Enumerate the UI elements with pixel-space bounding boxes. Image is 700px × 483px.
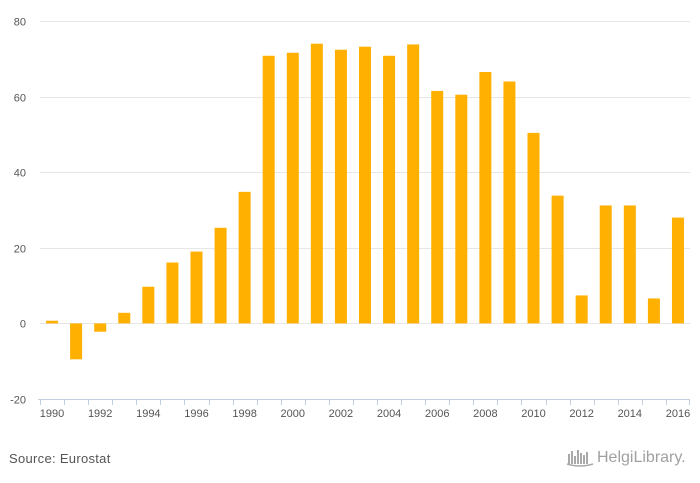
x-axis-ticks: 1990 1992 1994 1996 1998 2000 2002 2004 2006 2008… [40, 399, 690, 420]
x-tick-label: 2006 [425, 408, 449, 420]
x-tick-label: 1992 [88, 408, 112, 420]
y-tick-label: 60 [14, 93, 26, 105]
x-tick-label: 1994 [136, 408, 160, 420]
x-tick-label: 2004 [377, 408, 401, 420]
x-tick-label: 2000 [281, 408, 305, 420]
bar-2001 [310, 43, 323, 324]
y-tick-label: 40 [14, 168, 26, 180]
x-tick-label: 2008 [473, 408, 497, 420]
x-tick-label: 1990 [40, 408, 64, 420]
bar-1997 [214, 227, 227, 324]
bar-1993 [118, 312, 131, 324]
bar-2014 [623, 205, 636, 324]
bar-2003 [359, 46, 371, 324]
source-note: Source: Eurostat [9, 451, 111, 466]
x-tick-label: 2012 [569, 408, 593, 420]
y-tick-label: -20 [10, 395, 26, 407]
bar-1998 [238, 191, 251, 324]
x-tick-label: 2016 [666, 408, 690, 420]
bar-2004 [383, 55, 396, 324]
bar-2011 [551, 195, 564, 324]
bar-1990 [46, 320, 59, 324]
bar-1994 [142, 286, 155, 324]
helgi-library-logo: HelgiLibrary. [566, 448, 686, 468]
bar-2013 [599, 205, 612, 324]
bar-1992 [94, 323, 107, 332]
y-tick-label: 80 [14, 17, 26, 29]
bar-2016 [671, 217, 684, 324]
bar-1995 [166, 262, 179, 324]
x-tick-label: 2010 [521, 408, 545, 420]
bar-2010 [527, 132, 540, 324]
bar-2012 [575, 295, 588, 324]
y-axis-ticks: -20 0 20 40 60 80 [10, 17, 26, 407]
bar-2000 [286, 52, 299, 324]
y-tick-label: 0 [20, 319, 26, 331]
x-tick-label: 2002 [329, 408, 353, 420]
x-tick-label: 1998 [232, 408, 256, 420]
bar-2006 [431, 90, 444, 324]
logo-text: HelgiLibrary. [597, 449, 686, 466]
bar-1991 [70, 323, 83, 360]
bar-2008 [479, 72, 492, 324]
x-tick-label: 1996 [184, 408, 208, 420]
bar-2005 [407, 44, 420, 324]
bar-chart: -20 0 20 40 60 80 1990 1992 1994 1996 1998 2000 200… [10, 17, 690, 421]
helgi-library-icon [566, 450, 594, 467]
bar-2015 [647, 298, 660, 324]
bar-2009 [503, 81, 516, 324]
x-tick-label: 2014 [618, 408, 642, 420]
bars [46, 43, 684, 360]
bar-1999 [262, 55, 275, 324]
bar-2002 [334, 49, 347, 324]
bar-1996 [190, 251, 203, 324]
bar-2007 [455, 94, 468, 324]
y-tick-label: 20 [14, 244, 26, 256]
